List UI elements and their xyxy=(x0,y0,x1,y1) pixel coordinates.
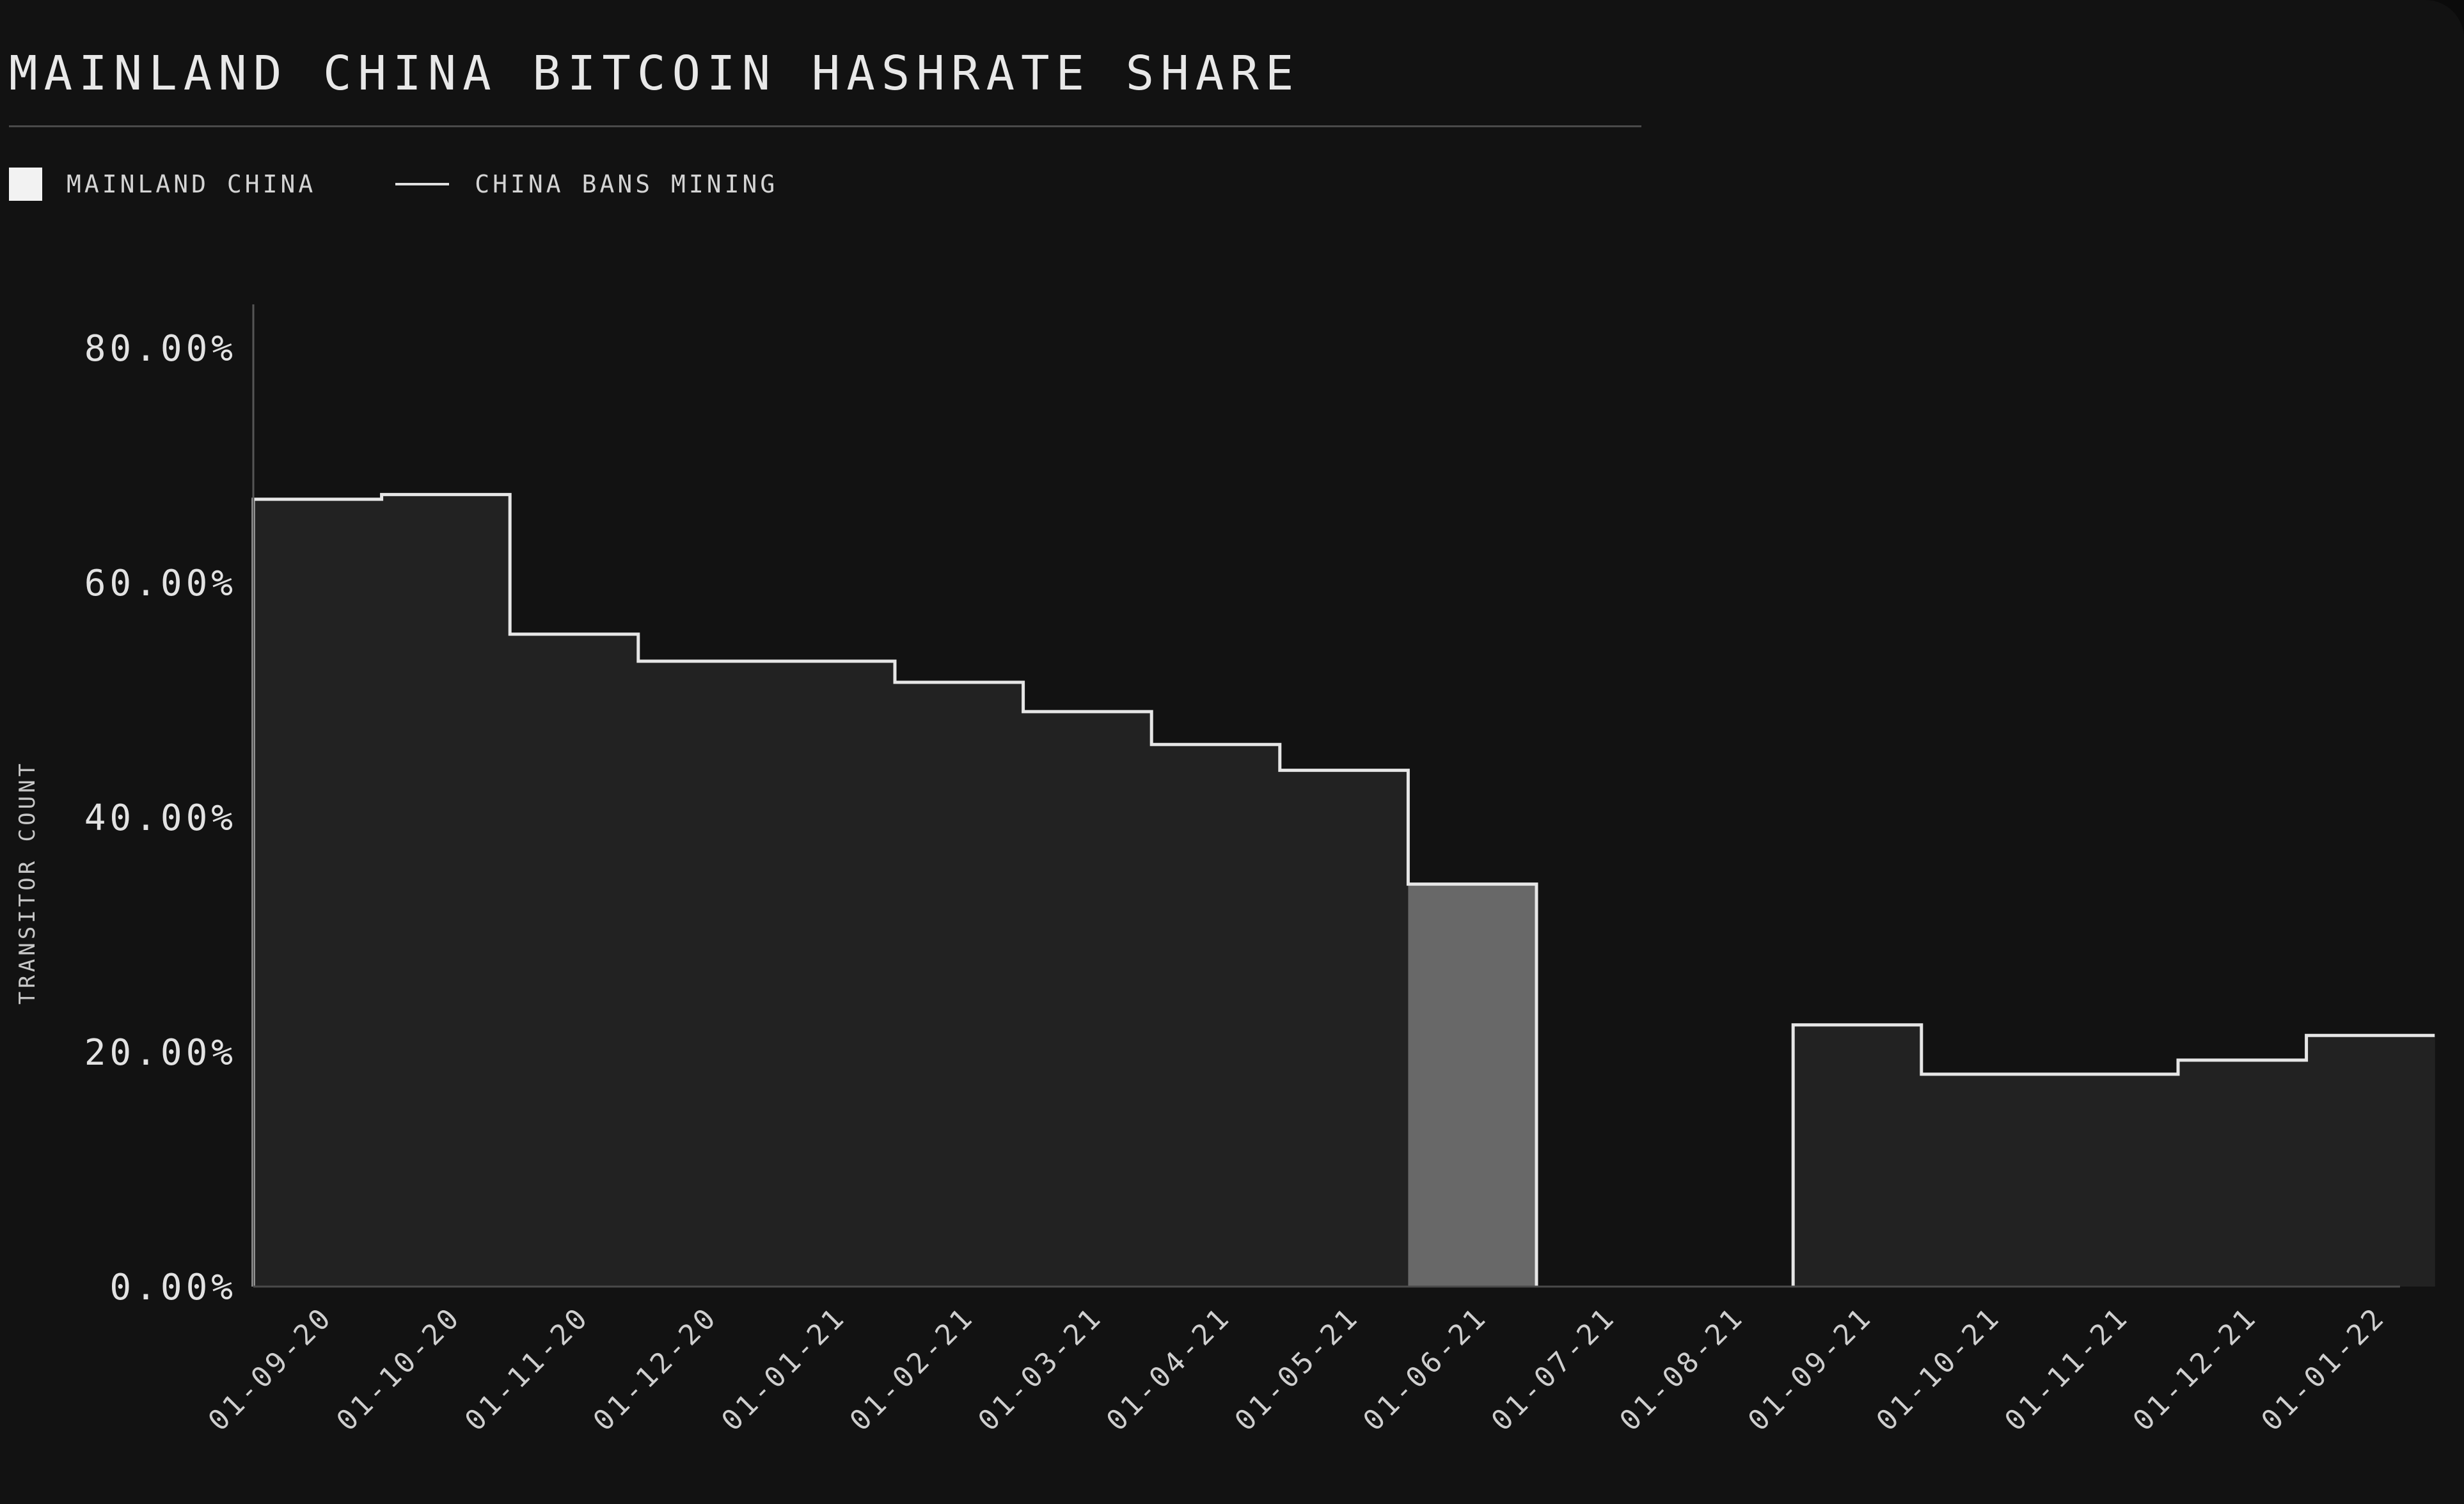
y-tick-label-80-00-: 80.00% xyxy=(84,328,237,370)
x-tick-label-01-08-21: 01-08-21 xyxy=(1613,1301,1750,1437)
x-tick-label-01-02-21: 01-02-21 xyxy=(844,1301,981,1437)
y-tick-label-20-00-: 20.00% xyxy=(84,1032,237,1074)
x-tick-label-01-03-21: 01-03-21 xyxy=(972,1301,1109,1437)
x-tick-label-01-01-21: 01-01-21 xyxy=(715,1301,852,1437)
x-tick-label-01-04-21: 01-04-21 xyxy=(1100,1301,1237,1437)
bar-01-04-21 xyxy=(1151,744,1281,1287)
y-tick-label-40-00-: 40.00% xyxy=(84,797,237,839)
y-ticks-group: 0.00% 20.00% 40.00% 60.00% 80.00% xyxy=(84,328,237,1308)
bar-01-12-20 xyxy=(638,661,767,1287)
x-tick-label-01-12-20: 01-12-20 xyxy=(587,1301,724,1437)
legend-label-mainland-china: MAINLAND CHINA xyxy=(67,170,317,198)
bar-01-09-21 xyxy=(1793,1024,1922,1287)
x-tick-label-01-09-20: 01-09-20 xyxy=(202,1301,339,1437)
y-axis-label: TRANSITOR COUNT xyxy=(15,760,40,1005)
x-tick-label-01-07-21: 01-07-21 xyxy=(1485,1301,1622,1437)
x-tick-label-01-12-21: 01-12-21 xyxy=(2127,1301,2264,1437)
x-tick-label-01-06-21: 01-06-21 xyxy=(1357,1301,1494,1437)
bar-01-05-21 xyxy=(1279,770,1409,1287)
x-tick-label-01-01-22: 01-01-22 xyxy=(2255,1301,2392,1437)
bar-01-06-21 xyxy=(1408,884,1537,1287)
bars-group xyxy=(253,494,2435,1287)
bar-01-10-20 xyxy=(381,494,510,1287)
bar-01-11-20 xyxy=(510,634,639,1287)
bar-01-01-22 xyxy=(2306,1035,2435,1287)
legend: MAINLAND CHINA CHINA BANS MINING xyxy=(9,165,778,203)
x-tick-label-01-05-21: 01-05-21 xyxy=(1229,1301,1366,1437)
title-divider xyxy=(9,125,1641,127)
legend-label-china-bans-mining: CHINA BANS MINING xyxy=(475,170,778,198)
x-tick-label-01-10-21: 01-10-21 xyxy=(1870,1301,2007,1437)
y-tick-label-0-00-: 0.00% xyxy=(109,1267,237,1308)
bar-01-02-21 xyxy=(895,682,1024,1287)
x-tick-label-01-11-21: 01-11-21 xyxy=(1998,1301,2135,1437)
x-tick-label-01-11-20: 01-11-20 xyxy=(459,1301,596,1437)
bar-01-01-21 xyxy=(766,661,896,1287)
bar-01-10-21 xyxy=(1921,1074,2050,1287)
bar-01-11-21 xyxy=(2049,1074,2179,1287)
legend-swatch-china-bans-mining xyxy=(395,183,450,185)
x-tick-label-01-10-20: 01-10-20 xyxy=(330,1301,467,1437)
bar-01-03-21 xyxy=(1023,711,1152,1287)
bar-01-09-20 xyxy=(253,499,383,1287)
chart-title: MAINLAND CHINA BITCOIN HASHRATE SHARE xyxy=(9,46,1300,101)
y-tick-label-60-00-: 60.00% xyxy=(84,563,237,604)
x-tick-label-01-09-21: 01-09-21 xyxy=(1742,1301,1879,1437)
series-outline-mainland-china xyxy=(251,492,2435,1287)
bar-01-12-21 xyxy=(2178,1060,2307,1287)
x-ticks-group: 01-09-2001-10-2001-11-2001-12-2001-01-21… xyxy=(202,1301,2392,1437)
legend-swatch-mainland-china xyxy=(9,168,42,201)
